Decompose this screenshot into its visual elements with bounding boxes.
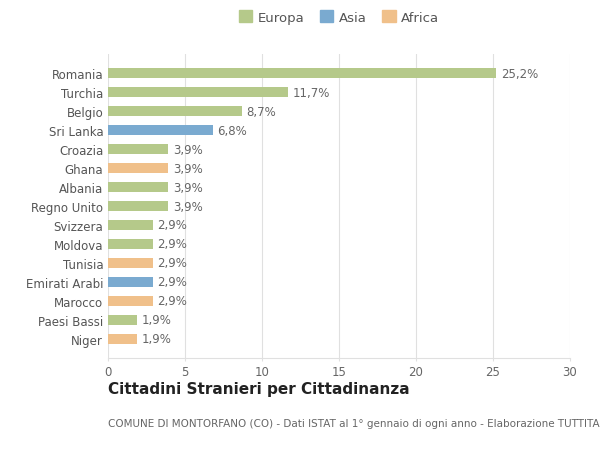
Text: Cittadini Stranieri per Cittadinanza: Cittadini Stranieri per Cittadinanza [108,381,410,396]
Bar [108,334,137,344]
Bar [108,163,168,174]
Bar [108,220,152,231]
Text: 2,9%: 2,9% [157,276,187,289]
Bar [108,182,168,193]
Text: 3,9%: 3,9% [173,181,202,194]
Text: 3,9%: 3,9% [173,143,202,156]
Bar [108,126,213,136]
Text: 6,8%: 6,8% [217,124,247,137]
Bar [108,69,496,79]
Text: 1,9%: 1,9% [142,333,172,346]
Text: 11,7%: 11,7% [293,86,330,100]
Text: 2,9%: 2,9% [157,295,187,308]
Bar [108,277,152,287]
Legend: Europa, Asia, Africa: Europa, Asia, Africa [235,7,443,28]
Text: 3,9%: 3,9% [173,162,202,175]
Text: 25,2%: 25,2% [500,67,538,80]
Text: 2,9%: 2,9% [157,219,187,232]
Text: 2,9%: 2,9% [157,257,187,270]
Text: 8,7%: 8,7% [247,106,277,118]
Text: 1,9%: 1,9% [142,313,172,327]
Bar [108,315,137,325]
Bar [108,202,168,212]
Bar [108,145,168,155]
Bar [108,296,152,307]
Bar [108,106,242,117]
Text: COMUNE DI MONTORFANO (CO) - Dati ISTAT al 1° gennaio di ogni anno - Elaborazione: COMUNE DI MONTORFANO (CO) - Dati ISTAT a… [108,418,600,428]
Bar [108,88,288,98]
Text: 3,9%: 3,9% [173,200,202,213]
Bar [108,239,152,250]
Bar [108,258,152,269]
Text: 2,9%: 2,9% [157,238,187,251]
